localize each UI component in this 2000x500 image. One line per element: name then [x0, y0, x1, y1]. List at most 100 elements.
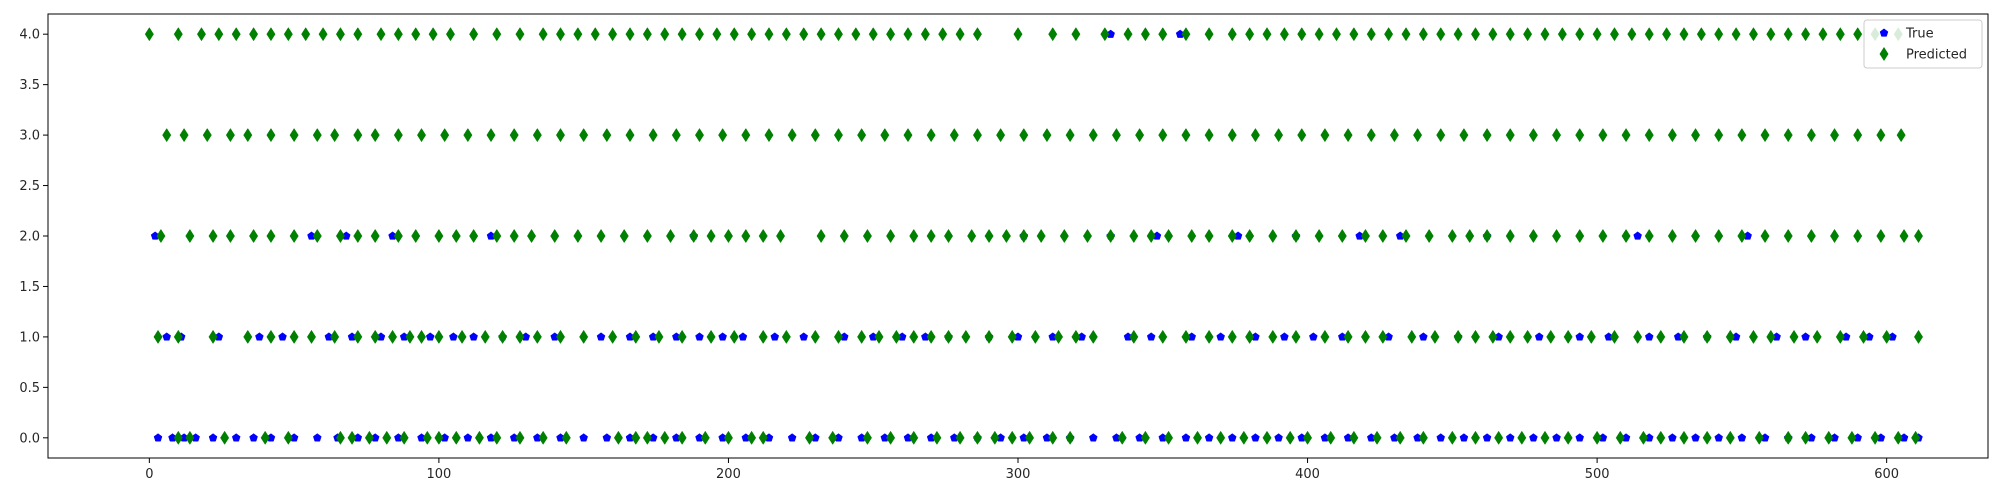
data-point-predicted: [283, 430, 293, 445]
legend-item-true: True: [1879, 27, 1934, 42]
data-point-predicted: [370, 329, 380, 344]
data-point-predicted: [1870, 430, 1880, 445]
data-point-predicted: [1007, 329, 1017, 344]
data-point-predicted: [1088, 329, 1098, 344]
data-point-predicted: [1824, 430, 1834, 445]
y-axis: 0.0 0.5 1.0 1.5 2.0 2.5 3.0 3.5 4.0: [19, 28, 48, 446]
data-point-predicted: [590, 27, 600, 42]
data-point-predicted: [266, 128, 276, 143]
data-point-predicted: [700, 430, 710, 445]
data-point-predicted: [249, 27, 259, 42]
data-point-predicted: [1563, 430, 1573, 445]
data-point-predicted: [1343, 329, 1353, 344]
data-point-predicted: [1262, 27, 1272, 42]
data-point-predicted: [364, 430, 374, 445]
data-point-predicted: [1656, 430, 1666, 445]
data-point-predicted: [666, 228, 676, 244]
data-point-predicted: [474, 430, 484, 445]
data-point-predicted: [1546, 329, 1556, 344]
data-point-predicted: [243, 128, 253, 143]
x-tick-label: 500: [1585, 467, 1610, 482]
data-point-predicted: [955, 27, 965, 42]
data-point-predicted: [833, 128, 843, 143]
data-point-predicted: [1436, 27, 1446, 42]
data-point-predicted: [1268, 329, 1278, 344]
data-point-predicted: [550, 228, 560, 244]
data-point-predicted: [538, 430, 548, 445]
data-point-predicted: [283, 27, 293, 42]
data-point-predicted: [1285, 430, 1295, 445]
data-point-predicted: [706, 228, 716, 244]
data-point-predicted: [573, 228, 583, 244]
x-axis: 0 100 200 300 400 500 600: [145, 458, 1899, 482]
data-point-predicted: [1245, 27, 1255, 42]
data-point-predicted: [1117, 430, 1127, 445]
data-point-predicted: [335, 228, 345, 244]
data-point-predicted: [972, 430, 982, 445]
data-point-predicted: [405, 329, 415, 344]
data-point-predicted: [1343, 128, 1353, 143]
y-tick-label: 2.5: [19, 179, 40, 194]
data-point-predicted: [1760, 128, 1770, 143]
data-point-predicted: [353, 27, 363, 42]
data-point-predicted: [1332, 27, 1342, 42]
data-point-true: [1801, 332, 1810, 341]
data-point-predicted: [816, 228, 826, 244]
data-point-predicted: [758, 228, 768, 244]
data-point-predicted: [480, 329, 490, 344]
data-point-predicted: [741, 128, 751, 143]
data-point-predicted: [532, 329, 542, 344]
data-point-predicted: [1575, 128, 1585, 143]
data-point-predicted: [1436, 128, 1446, 143]
data-point-predicted: [1627, 27, 1637, 42]
data-point-predicted: [1447, 430, 1457, 445]
data-point-predicted: [1621, 128, 1631, 143]
data-point-predicted: [376, 27, 386, 42]
data-point-predicted: [1262, 430, 1272, 445]
data-point-true: [1280, 332, 1289, 341]
data-point-true: [449, 332, 458, 341]
data-point-predicted: [1465, 228, 1475, 244]
data-point-predicted: [932, 430, 942, 445]
data-point-predicted: [1146, 228, 1156, 244]
data-point-predicted: [556, 128, 566, 143]
data-point-predicted: [1349, 430, 1359, 445]
x-tick-label: 600: [1874, 467, 1899, 482]
data-point-predicted: [579, 329, 589, 344]
data-point-predicted: [231, 27, 241, 42]
legend-marker-true: [1879, 28, 1889, 37]
data-point-predicted: [1783, 228, 1793, 244]
data-point-predicted: [805, 430, 815, 445]
data-point-predicted: [370, 128, 380, 143]
data-point-predicted: [903, 128, 913, 143]
data-point-true: [695, 332, 704, 341]
data-point-predicted: [532, 128, 542, 143]
data-point-predicted: [781, 329, 791, 344]
data-point-predicted: [1071, 329, 1081, 344]
data-point-predicted: [1036, 228, 1046, 244]
data-point-predicted: [330, 329, 340, 344]
data-point-predicted: [156, 228, 166, 244]
data-point-predicted: [1638, 430, 1648, 445]
data-point-predicted: [1575, 228, 1585, 244]
data-point-predicted: [1789, 329, 1799, 344]
data-point-predicted: [1204, 329, 1214, 344]
y-tick-label: 0.0: [19, 431, 40, 446]
data-point-predicted: [1818, 27, 1828, 42]
data-point-predicted: [185, 228, 195, 244]
data-point-predicted: [608, 329, 618, 344]
data-point-true: [602, 433, 612, 442]
data-point-predicted: [1314, 27, 1324, 42]
data-point-predicted: [1129, 228, 1139, 244]
data-point-predicted: [1384, 27, 1394, 42]
data-point-true: [1737, 433, 1747, 442]
data-point-predicted: [1696, 27, 1706, 42]
data-point-predicted: [393, 228, 403, 244]
data-point-predicted: [1360, 329, 1370, 344]
data-point-predicted: [787, 128, 797, 143]
data-point-true: [278, 332, 287, 341]
data-point-predicted: [1320, 329, 1330, 344]
data-point-predicted: [1245, 329, 1255, 344]
data-point-predicted: [1806, 228, 1816, 244]
data-point-predicted: [347, 430, 357, 445]
